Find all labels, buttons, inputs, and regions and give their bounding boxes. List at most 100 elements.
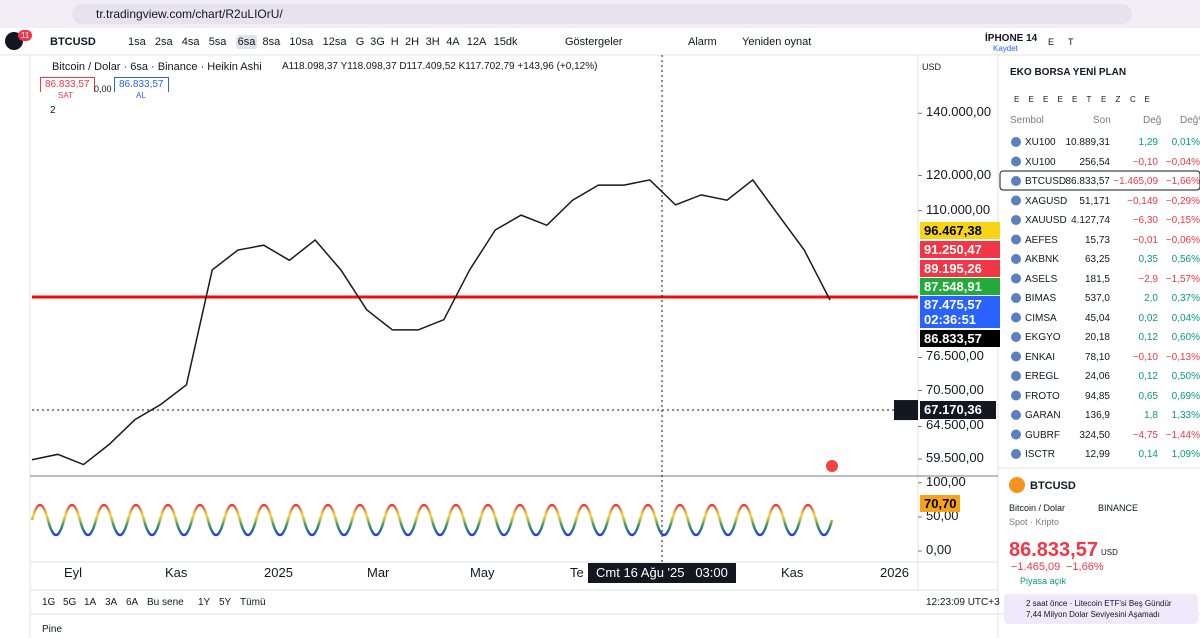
watchlist-tab: E	[1043, 95, 1049, 104]
x-tick-label: Kas	[165, 565, 188, 580]
price-label: 86.833,57	[920, 330, 1000, 347]
row-symbol[interactable]: FROTO	[1025, 390, 1060, 402]
watchlist-tab: T	[1086, 95, 1092, 104]
row-last: 45,04	[1084, 312, 1110, 324]
x-tick-label: 2026	[880, 565, 909, 580]
row-symbol[interactable]: AKBNK	[1025, 254, 1059, 265]
watchlist-tab: E	[1072, 95, 1078, 104]
interval[interactable]: 12A	[466, 36, 487, 48]
url-field[interactable]	[72, 4, 1132, 24]
row-symbol[interactable]: ASELS	[1025, 273, 1058, 285]
flag-icon	[826, 460, 838, 472]
url: tr.tradingview.com/chart/R2uLIOrU/	[96, 7, 283, 21]
interval[interactable]: 3H	[425, 36, 440, 48]
row-change: 1,8	[1144, 410, 1158, 421]
row-symbol[interactable]: ISCTR	[1025, 449, 1055, 460]
row-icon	[1011, 293, 1021, 303]
x-tick-label: Te	[570, 565, 584, 580]
interval[interactable]: 8sa	[262, 36, 281, 48]
row-symbol[interactable]: GUBRF	[1025, 429, 1060, 441]
interval[interactable]: 2H	[405, 36, 420, 48]
row-symbol[interactable]: AEFES	[1025, 234, 1058, 246]
row-symbol[interactable]: GARAN	[1025, 410, 1061, 421]
row-last: 20,18	[1084, 332, 1110, 343]
news-text: 7,44 Milyon Dolar Seviyesini Aşamadı	[1026, 610, 1160, 619]
row-last: 10.889,31	[1065, 137, 1111, 148]
clock: 12:23:09 UTC+3	[926, 597, 1000, 608]
price-label: 02:36:51	[920, 311, 1000, 328]
crosshair-price: 67.170,36	[920, 401, 996, 420]
range-button[interactable]: Bu sene	[147, 597, 184, 608]
alert-button[interactable]: Alarm	[688, 36, 717, 48]
y-tick-label: 110.000,00	[926, 201, 991, 217]
row-symbol[interactable]: CIMSA	[1025, 312, 1057, 324]
row-last: 12,99	[1084, 449, 1110, 460]
row-last: 51,171	[1079, 195, 1110, 207]
indicators-button[interactable]: Göstergeler	[565, 36, 623, 48]
price-label: 87.475,57	[920, 296, 1000, 313]
row-symbol[interactable]: EREGL	[1025, 371, 1059, 382]
row-symbol[interactable]: XU100	[1025, 156, 1056, 168]
interval[interactable]: 2sa	[154, 36, 173, 48]
row-symbol[interactable]: EKGYO	[1025, 332, 1061, 343]
row-last: 78,10	[1084, 351, 1110, 363]
row-change-pct: 1,09%	[1171, 449, 1200, 460]
row-symbol[interactable]: XAGUSD	[1025, 195, 1068, 207]
row-change: 0,14	[1138, 449, 1158, 460]
range-button[interactable]: 3A	[105, 597, 118, 608]
row-last: 324,50	[1079, 429, 1110, 441]
watchlist-tab: E	[1057, 95, 1063, 104]
row-icon	[1011, 137, 1021, 147]
price-line	[31, 178, 831, 466]
interval[interactable]: 3G	[370, 36, 385, 48]
interval[interactable]: H	[390, 36, 399, 48]
row-last: 537,0	[1084, 293, 1110, 304]
row-symbol[interactable]: BIMAS	[1025, 293, 1057, 304]
sell-price: 86.833,57	[40, 77, 95, 92]
price-label: 91.250,47	[920, 241, 1000, 258]
row-icon	[1011, 156, 1021, 167]
interval[interactable]: 1sa	[128, 36, 146, 48]
row-change: 0,12	[1138, 371, 1158, 382]
tab-t: T	[1068, 37, 1074, 47]
interval[interactable]: 4sa	[181, 36, 200, 48]
interval[interactable]: 10sa	[289, 36, 314, 48]
row-symbol[interactable]: BTCUSD	[1025, 176, 1067, 187]
row-icon	[1011, 254, 1021, 264]
interval[interactable]: 15dk	[493, 36, 518, 48]
interval[interactable]: G	[355, 36, 365, 48]
row-symbol[interactable]: ENKAI	[1025, 351, 1056, 363]
interval[interactable]: 4A	[446, 36, 460, 48]
replay-button[interactable]: Yeniden oynat	[742, 36, 812, 48]
detail-name: Bitcoin / Dolar	[1009, 503, 1066, 513]
news-box	[1004, 594, 1198, 624]
row-change-pct: 0,04%	[1171, 312, 1200, 324]
row-icon	[1011, 176, 1021, 186]
row-symbol[interactable]: XAUUSD	[1025, 215, 1067, 226]
range-button[interactable]: 5G	[63, 597, 77, 608]
price-label: 96.467,38	[920, 222, 1000, 239]
interval[interactable]: 6sa	[235, 35, 258, 49]
range-button[interactable]: 6A	[126, 597, 139, 608]
row-change-pct: 0,56%	[1171, 254, 1200, 265]
range-button[interactable]: 1G	[42, 597, 56, 608]
price-label: 89.195,26	[920, 260, 1000, 277]
range-button[interactable]: 1Y	[198, 597, 211, 608]
legend-title: Bitcoin / Dolar · 6sa · Binance · Heikin…	[52, 61, 262, 73]
range-button[interactable]: Tümü	[240, 597, 266, 608]
crosshair-plus-bg	[894, 400, 918, 421]
spread: 0,00	[94, 84, 112, 94]
row-icon	[1011, 312, 1021, 323]
row-last: 181,5	[1084, 273, 1110, 285]
row-symbol[interactable]: XU100	[1025, 137, 1056, 148]
row-highlight	[999, 170, 1200, 191]
tab-e: E	[1048, 37, 1055, 47]
interval[interactable]: 5sa	[208, 36, 227, 48]
interval[interactable]: 12sa	[322, 36, 347, 48]
row-last: 15,73	[1084, 234, 1110, 246]
range-button[interactable]: 5Y	[219, 597, 232, 608]
range-button[interactable]: 1A	[84, 597, 97, 608]
layout-name: İPHONE 14	[985, 33, 1038, 44]
y-tick-label: 59.500,00	[926, 450, 984, 466]
